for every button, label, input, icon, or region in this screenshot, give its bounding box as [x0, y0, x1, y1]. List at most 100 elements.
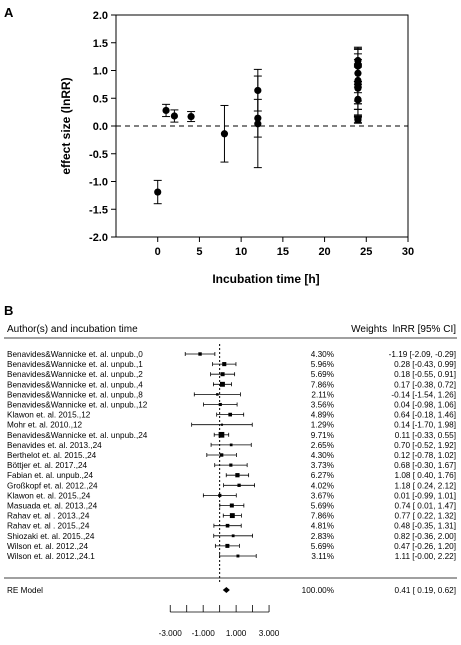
study-label: Klawon et. al. 2015.,24: [7, 491, 91, 500]
plot-a-x-axis: 0 5 10 15 20 25 30: [155, 237, 414, 258]
forest-row: Masuada et. al. 2013.,24 5.69% 0.74 [ 0.01…: [7, 502, 456, 511]
estimate-square: [218, 431, 225, 438]
weight-value: 4.89%: [311, 411, 334, 420]
study-label: Benavides&Wannicke et. al. unpub.,12: [7, 401, 148, 410]
study-label: Rahav et. al . 2015.,24: [7, 522, 90, 531]
data-point: [170, 109, 179, 123]
x-tick-label: 25: [360, 246, 372, 258]
data-point: [253, 98, 262, 138]
weight-value: 7.86%: [311, 512, 334, 521]
estimate-square: [216, 393, 219, 396]
estimate-square: [222, 362, 227, 367]
summary-label: RE Model: [7, 586, 43, 595]
y-tick-label: 0.5: [93, 93, 108, 105]
weight-value: 5.69%: [311, 542, 334, 551]
forest-row: Großkopf et. al. 2012.,24 4.02% 1.18 [ 0.2…: [7, 481, 456, 490]
x-tick-label: 20: [318, 246, 330, 258]
estimate-square: [218, 493, 222, 497]
forest-row: Benavides&Wannicke et. al. unpub.,4 7.86%…: [7, 380, 456, 389]
estimate-ci-value: -0.14 [-1.54, 1.26]: [391, 390, 456, 399]
estimate-square: [237, 483, 241, 487]
point-marker: [254, 86, 262, 95]
data-point: [162, 103, 171, 118]
study-label: Benavides&Wannicke et. al. unpub.,8: [7, 390, 143, 399]
forest-row: Benavides&Wannicke et. al. unpub.,8 2.11%…: [7, 390, 456, 399]
weight-value: 5.69%: [311, 502, 334, 511]
study-label: Mohr et. al. 2010.,12: [7, 421, 83, 430]
study-label: Wilson et. al. 2012.,24: [7, 542, 88, 551]
forest-x-axis: -3.000 -1.000 1.000 3.000: [159, 605, 280, 638]
weight-value: 1.29%: [311, 421, 334, 430]
y-tick-label: 2.0: [93, 10, 108, 22]
x-tick-label: 10: [235, 246, 247, 258]
plot-a-points: [153, 46, 362, 205]
forest-summary: RE Model 100.00% 0.41 [ 0.19, 0.62]: [7, 586, 456, 595]
estimate-ci-value: 0.17 [-0.38, 0.72]: [394, 380, 456, 389]
forest-row: Benavides&Wannicke et. al. unpub.,2 5.69%…: [7, 370, 456, 379]
y-tick-label: 1.0: [93, 66, 108, 78]
weight-value: 5.96%: [311, 360, 334, 369]
y-tick-label: -0.5: [89, 149, 108, 161]
estimate-ci-value: 0.14 [-1.70, 1.98]: [394, 421, 456, 430]
forest-row: Mohr et. al. 2010.,12 1.29% 0.14 [-1.70, 1…: [7, 421, 456, 430]
weight-value: 2.11%: [311, 390, 334, 399]
forest-tick-label: 3.000: [259, 629, 280, 638]
x-tick-label: 15: [277, 246, 289, 258]
y-tick-label: -1.0: [89, 177, 108, 189]
plot-a-y-label: effect size (lnRR): [59, 77, 73, 174]
estimate-ci-value: 1.08 [ 0.40, 1.76]: [395, 471, 456, 480]
estimate-ci-value: 0.11 [-0.33, 0.55]: [395, 431, 456, 440]
weight-value: 2.83%: [311, 532, 334, 541]
weight-value: 4.30%: [311, 350, 334, 359]
study-label: Fabian et. al. unpub.,24: [7, 471, 93, 480]
study-label: Shiozaki et. al. 2015.,24: [7, 532, 95, 541]
estimate-square: [218, 402, 222, 407]
forest-header-right: Weights lnRR [95% CI]: [351, 324, 456, 335]
study-label: Wilson et. al. 2012.,24.1: [7, 552, 95, 561]
study-label: Benavides&Wannicke et. al. unpub.,4: [7, 380, 143, 389]
forest-row: Benavides&Wannicke et. al. unpub.,0 4.30%…: [7, 350, 456, 359]
forest-header-left: Author(s) and incubation time: [7, 324, 138, 335]
estimate-square: [235, 473, 240, 478]
forest-row: Klawon et. al. 2015.,24 3.67% 0.01 [-0.99,…: [7, 491, 456, 500]
weight-value: 5.69%: [311, 370, 334, 379]
estimate-square: [225, 543, 230, 548]
forest-row: Rahav et. al . 2013.,24 7.86% 0.77 [ 0.22,…: [7, 512, 456, 521]
panel-a-label: A: [4, 5, 14, 20]
point-marker: [162, 106, 170, 115]
study-label: Benavides&Wannicke et. al. unpub.,2: [7, 370, 143, 379]
estimate-square: [219, 453, 224, 457]
weight-value: 6.27%: [311, 471, 334, 480]
data-point: [220, 104, 229, 163]
weight-value: 3.67%: [311, 491, 334, 500]
estimate-ci-value: 0.04 [-0.98, 1.06]: [394, 401, 456, 410]
forest-row: Wilson et. al. 2012.,24 5.69% 0.47 [-0.26,…: [7, 542, 456, 551]
point-marker: [187, 112, 195, 121]
y-tick-label: -1.5: [89, 204, 108, 216]
forest-row: Klawon et. al. 2015.,12 4.89% 0.64 [-0.18,…: [7, 411, 456, 420]
estimate-square: [220, 372, 225, 377]
point-marker: [254, 114, 262, 122]
point-marker: [170, 112, 178, 120]
estimate-square: [228, 412, 233, 417]
estimate-ci-value: 0.48 [-0.35, 1.31]: [394, 522, 456, 531]
estimate-ci-value: 0.68 [-0.30, 1.67]: [394, 461, 456, 470]
estimate-square: [231, 534, 235, 538]
weight-value: 7.86%: [311, 380, 334, 389]
forest-row: Shiozaki et. al. 2015.,24 2.83% 0.82 [-0.3…: [7, 532, 456, 541]
point-marker: [220, 130, 229, 138]
estimate-square: [229, 513, 235, 519]
forest-row: Wilson et. al. 2012.,24.1 3.11% 1.11 [-0.0…: [7, 552, 456, 561]
estimate-ci-value: 0.70 [-0.52, 1.92]: [394, 441, 456, 450]
weight-value: 4.81%: [311, 522, 334, 531]
study-label: Benavides&Wannicke et. al. unpub.,0: [7, 350, 143, 359]
study-label: Masuada et. al. 2013.,24: [7, 502, 98, 511]
study-label: Großkopf et. al. 2012.,24: [7, 481, 98, 490]
estimate-ci-value: 0.12 [-0.78, 1.02]: [394, 451, 456, 460]
weight-value: 3.56%: [311, 401, 334, 410]
weight-value: 3.73%: [311, 461, 334, 470]
x-tick-label: 5: [196, 246, 202, 258]
point-marker: [354, 96, 362, 104]
panel-b: B Author(s) and incubation time Weights …: [4, 303, 457, 638]
point-marker: [354, 69, 362, 77]
